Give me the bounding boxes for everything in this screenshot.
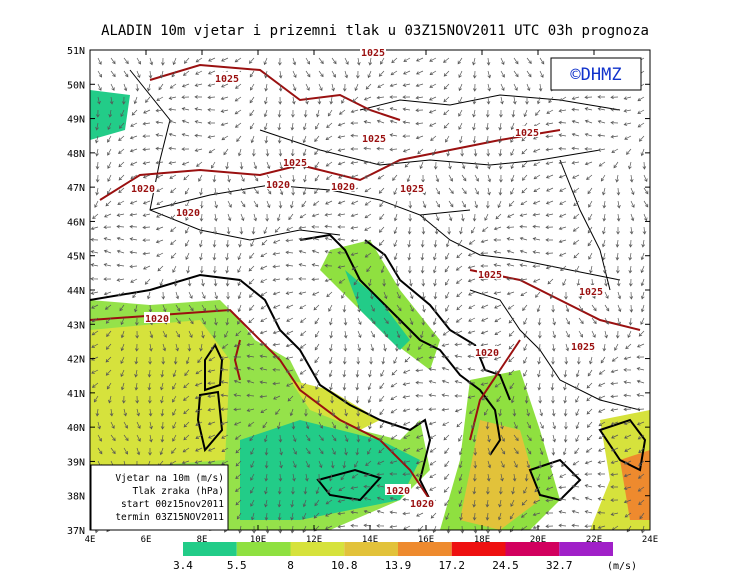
lon-label: 12E — [306, 535, 322, 545]
isobar-label: 1025 — [515, 128, 539, 139]
lat-label: 42N — [67, 355, 85, 366]
isobar-label: 1020 — [475, 348, 499, 359]
lon-label: 16E — [418, 535, 434, 545]
lat-label: 38N — [67, 492, 85, 503]
isobar-label: 1020 — [131, 184, 155, 195]
colorbar-swatch — [398, 542, 452, 556]
isobar-label-bg — [214, 72, 240, 83]
lat-label: 45N — [67, 252, 85, 263]
lon-label: 14E — [362, 535, 378, 545]
colorbar-label: 8 — [287, 559, 294, 572]
isobar-label-bg — [385, 484, 411, 495]
colorbar-swatch — [290, 542, 345, 556]
isobar-label-bg — [477, 268, 503, 279]
info-box — [90, 464, 229, 531]
isobar-label: 1025 — [571, 342, 595, 353]
info-line: Vjetar na 10m (m/s) — [115, 473, 224, 484]
isobar-label: 1025 — [362, 134, 386, 145]
wind-arrows — [90, 57, 649, 534]
lat-label: 51N — [67, 46, 85, 57]
colorbar-label: 17.2 — [439, 559, 466, 572]
colorbar-unit: (m/s) — [607, 561, 637, 572]
lon-label: 8E — [197, 535, 208, 545]
isobar-label-bg — [282, 156, 308, 167]
info-line: Tlak zraka (hPa) — [132, 486, 224, 497]
lon-label: 6E — [141, 535, 152, 545]
lat-label: 40N — [67, 423, 85, 434]
isobar-label-bg — [570, 340, 596, 351]
lat-label: 49N — [67, 115, 85, 126]
isobar-label-bg — [399, 182, 425, 193]
info-line: termin 03Z15NOV2011 — [115, 512, 224, 523]
colorbar-label: 3.4 — [173, 559, 193, 572]
colorbar-swatch — [451, 542, 506, 556]
colorbar-swatch — [559, 542, 613, 556]
lat-label: 41N — [67, 389, 85, 400]
colorbar-label: 5.5 — [227, 559, 247, 572]
isobar-label: 1025 — [478, 270, 502, 281]
isobar-label: 1025 — [283, 158, 307, 169]
colorbar-swatch — [183, 542, 237, 556]
info-text: Vjetar na 10m (m/s) Tlak zraka (hPa) start… — [115, 473, 224, 523]
colorbar-label: 32.7 — [546, 559, 573, 572]
isobar-label-bg — [144, 312, 170, 323]
lon-label: 22E — [586, 535, 602, 545]
isobar-label-bg — [175, 206, 201, 217]
isobar-label-bg — [265, 178, 291, 189]
isobar-label-bg — [130, 182, 156, 193]
lon-label: 20E — [530, 535, 546, 545]
isobar-label: 1020 — [145, 314, 169, 325]
isobar-label-bg — [330, 180, 356, 191]
lon-label: 10E — [250, 535, 266, 545]
isobar-label: 1020 — [331, 182, 355, 193]
coastlines — [89, 233, 647, 502]
copyright: ©DHMZ — [570, 65, 621, 85]
axis-ticks: 51N 50N 49N 48N 47N 46N 45N 44N 43N 42N 41N 40N 39N 3… — [67, 46, 658, 545]
colorbar-swatch — [344, 542, 398, 556]
lat-label: 44N — [67, 286, 85, 297]
lon-label: 18E — [474, 535, 490, 545]
isobar-label: 1020 — [176, 208, 200, 219]
colorbar-swatch — [505, 542, 560, 556]
isobar-label-bg — [514, 126, 540, 137]
colorbar-label: 10.8 — [331, 559, 358, 572]
isobar-label: 1020 — [266, 180, 290, 191]
isobar-label: 1025 — [400, 184, 424, 195]
isobar-label: 1025 — [215, 74, 239, 85]
colorbar-label: 13.9 — [385, 559, 412, 572]
lon-label: 24E — [642, 535, 658, 545]
lat-label: 47N — [67, 183, 85, 194]
colorbar: 3.4 5.5 8 10.8 13.9 17.2 24.5 32.7 (m/s) — [173, 542, 637, 572]
lat-label: 37N — [67, 526, 85, 537]
lat-label: 46N — [67, 217, 85, 228]
colorbar-swatch — [236, 542, 291, 556]
lat-label: 48N — [67, 149, 85, 160]
lat-label: 43N — [67, 320, 85, 331]
isobar-label-bg — [360, 46, 386, 57]
info-line: start 00z15nov2011 — [121, 499, 224, 510]
copyright-box — [550, 57, 642, 91]
lat-label: 39N — [67, 457, 85, 468]
colorbar-label: 24.5 — [492, 559, 519, 572]
isobar-label-bg — [474, 346, 500, 357]
title: ALADIN 10m vjetar i prizemni tlak u 03Z1… — [101, 23, 649, 39]
isobar-label-bg — [361, 132, 387, 143]
isobar-label: 1020 — [410, 499, 434, 510]
isobar-label: 1025 — [361, 48, 385, 59]
isobar-label: 1020 — [386, 486, 410, 497]
isobar-label-bg — [409, 497, 435, 508]
isobar-label: 1025 — [579, 287, 603, 298]
lon-label: 4E — [85, 535, 96, 545]
isobar-label-bg — [578, 285, 604, 296]
lat-label: 50N — [67, 80, 85, 91]
